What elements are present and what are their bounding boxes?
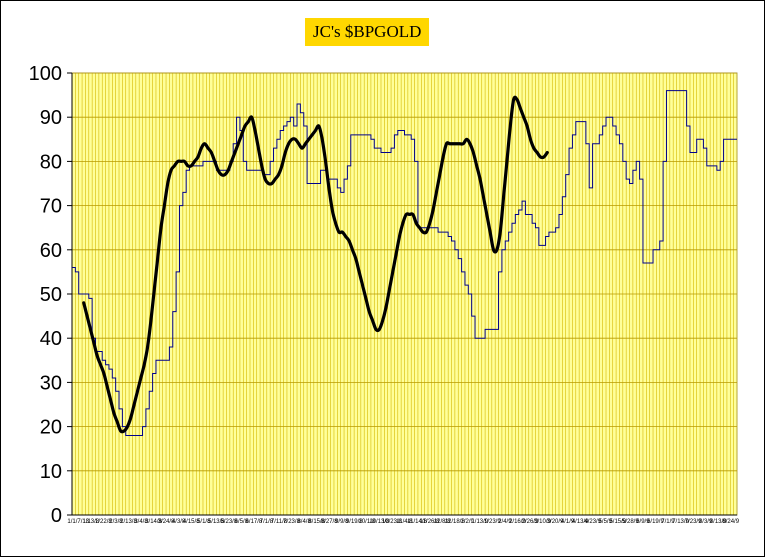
x-tick-label: 1/13/9 [471,519,488,525]
x-tick-label: 3/10/9 [534,519,551,525]
x-tick-label: 7/1/8 [260,519,274,525]
x-tick-label: 12/8/8 [434,519,451,525]
x-tick-label: 8/24/9 [722,519,739,525]
x-tick-label: 5/13/8 [208,519,225,525]
x-tick-label: 4/3/8 [172,519,186,525]
y-tick-label: 50 [40,284,62,306]
x-tick-label: 11/4/8 [396,519,413,525]
x-tick-label: 7/11/8 [271,519,288,525]
x-tick-label: 2/3/8 [109,519,123,525]
x-tick-label: 4/1/9 [561,519,575,525]
x-tick-label: 1/13/8 [82,519,99,525]
x-tick-label: 8/3/9 [699,519,713,525]
x-tick-label: 4/23/9 [584,519,601,525]
x-tick-label: 8/13/9 [710,519,727,525]
x-tick-label: 8/4/8 [297,519,311,525]
x-tick-label: 10/23/8 [382,519,403,525]
x-tick-label: 2/13/8 [120,519,137,525]
x-tick-label: 6/17/8 [246,519,263,525]
x-tick-label: 6/9/9 [636,519,650,525]
x-tick-label: 2/4/9 [498,519,512,525]
x-tick-label: 11/26/8 [420,519,440,525]
y-tick-label: 20 [40,417,62,439]
x-tick-label: 2/26/9 [522,519,539,525]
x-tick-label: 5/23/8 [220,519,237,525]
y-tick-label: 60 [40,240,62,262]
x-tick-label: 3/4/8 [134,519,148,525]
x-tick-label: 5/28/9 [622,519,639,525]
x-tick-label: 5/15/9 [609,519,626,525]
x-tick-label: 11/14/8 [407,519,427,525]
x-tick-label: 7/1/9 [661,519,675,525]
y-tick-label: 90 [40,107,62,129]
x-tick-label: 1/1/7/13 [67,519,89,525]
x-tick-label: 7/23/8 [283,519,300,525]
x-tick-label: 6/19/9 [647,519,664,525]
x-tick-label: 12/18/8 [445,519,466,525]
x-tick-label: 6/5/8 [235,519,249,525]
y-tick-label: 80 [40,151,62,173]
x-tick-label: 3/20/9 [547,519,564,525]
x-tick-label: 1/2/9 [461,519,475,525]
y-tick-label: 10 [40,461,62,483]
x-tick-label: 7/23/9 [685,519,702,525]
y-tick-label: 70 [40,196,62,218]
x-tick-label: 8/15/8 [308,519,325,525]
series-line-smoothed [82,95,549,434]
y-tick-label: 0 [51,505,62,527]
x-tick-label: 4/15/8 [183,519,200,525]
x-tick-label: 7/13/9 [672,519,689,525]
x-tick-label: 1/23/9 [484,519,501,525]
x-tick-label: 9/9/8 [335,519,349,525]
y-tick-label: 100 [29,63,62,85]
x-tick-label: 8/27/8 [321,519,338,525]
x-tick-label: 1/22/8 [95,519,112,525]
series-line-raw [72,90,737,436]
x-tick-label: 5/5/9 [599,519,613,525]
x-tick-label: 3/14/8 [145,519,162,525]
x-tick-label: 9/19/8 [346,519,363,525]
y-tick-label: 30 [40,372,62,394]
x-tick-label: 4/13/9 [572,519,589,525]
x-tick-label: 5/1/8 [197,519,211,525]
x-tick-label: 10/13/8 [369,519,390,525]
y-tick-label: 40 [40,328,62,350]
x-tick-label: 2/16/9 [509,519,526,525]
x-tick-label: 10/1/8 [359,519,376,525]
chart-title: JC's $BPGOLD [305,18,430,46]
x-tick-label: 3/24/8 [158,519,175,525]
